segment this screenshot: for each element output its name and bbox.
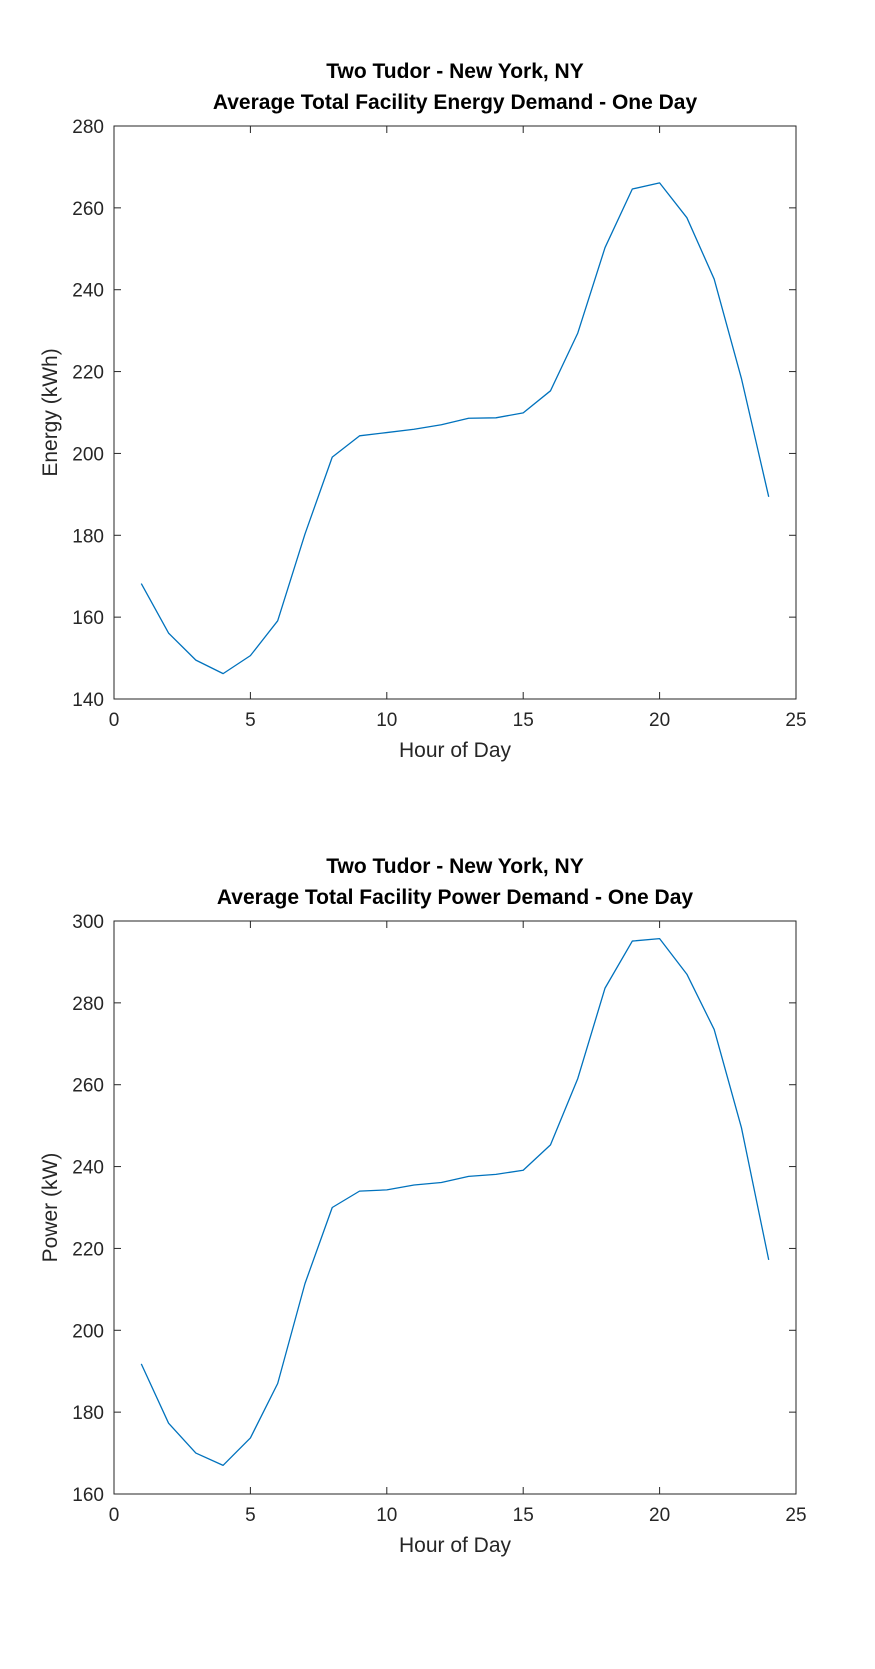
data-point — [521, 411, 525, 415]
y-tick-label: 280 — [72, 994, 104, 1015]
data-point — [248, 654, 252, 658]
y-tick-label: 160 — [72, 1485, 104, 1506]
data-point — [521, 1168, 525, 1172]
y-tick-label: 260 — [72, 199, 104, 220]
data-point — [712, 1027, 716, 1031]
data-point — [739, 377, 743, 381]
x-axis-label: Hour of Day — [399, 739, 512, 762]
data-point — [139, 1362, 143, 1366]
data-point — [685, 972, 689, 976]
chart-title-line: Two Tudor - New York, NY — [326, 60, 583, 83]
data-point — [548, 1143, 552, 1147]
chart-1: Two Tudor - New York, NY Average Total Fa… — [39, 60, 807, 762]
y-tick-label: 200 — [72, 1321, 104, 1342]
chart-title-line: Average Total Facility Energy Demand - O… — [213, 91, 698, 114]
y-tick-label: 240 — [72, 281, 104, 302]
data-point — [494, 416, 498, 420]
series-line — [140, 937, 770, 1466]
x-tick-label: 10 — [376, 1505, 397, 1526]
data-point — [767, 1258, 771, 1262]
data-point — [603, 986, 607, 990]
data-point — [548, 389, 552, 393]
data-point — [330, 1206, 334, 1210]
data-point — [358, 1189, 362, 1193]
data-point — [276, 1381, 280, 1385]
y-tick-label: 200 — [72, 444, 104, 465]
data-point — [221, 672, 225, 676]
data-point — [248, 1436, 252, 1440]
data-point — [712, 277, 716, 281]
y-tick-label: 220 — [72, 363, 104, 384]
data-point — [167, 631, 171, 635]
data-point — [685, 216, 689, 220]
data-point — [603, 246, 607, 250]
data-point — [658, 937, 662, 941]
data-point — [194, 1451, 198, 1455]
chart-2: Two Tudor - New York, NY Average Total Fa… — [39, 855, 807, 1557]
x-tick-label: 20 — [649, 710, 670, 731]
chart-title-line: Average Total Facility Power Demand - On… — [217, 886, 693, 909]
y-axis-label: Energy (kWh) — [39, 348, 62, 476]
data-point — [221, 1463, 225, 1467]
series-line — [140, 182, 770, 675]
x-tick-label: 25 — [785, 710, 806, 731]
data-point — [739, 1126, 743, 1130]
x-tick-label: 0 — [109, 710, 120, 731]
data-point — [385, 431, 389, 435]
data-point — [576, 1077, 580, 1081]
data-point — [630, 187, 634, 191]
chart-title-line: Two Tudor - New York, NY — [326, 855, 583, 878]
y-tick-label: 220 — [72, 1239, 104, 1260]
y-tick-label: 260 — [72, 1076, 104, 1097]
y-axis-label: Power (kW) — [39, 1153, 62, 1263]
data-point — [358, 434, 362, 438]
data-point — [303, 1282, 307, 1286]
data-point — [330, 455, 334, 459]
plot-box — [113, 125, 797, 700]
data-point — [767, 495, 771, 499]
data-point — [303, 532, 307, 536]
y-tick-label: 300 — [72, 912, 104, 933]
y-tick-label: 280 — [72, 117, 104, 138]
data-point — [167, 1421, 171, 1425]
data-point — [385, 1188, 389, 1192]
plot-box — [113, 920, 797, 1495]
data-point — [630, 939, 634, 943]
x-axis-label: Hour of Day — [399, 1534, 512, 1557]
data-point — [412, 1183, 416, 1187]
x-tick-label: 25 — [785, 1505, 806, 1526]
x-tick-label: 15 — [513, 710, 534, 731]
data-point — [439, 423, 443, 427]
y-tick-label: 160 — [72, 608, 104, 629]
x-tick-label: 20 — [649, 1505, 670, 1526]
data-point — [139, 582, 143, 586]
data-point — [439, 1181, 443, 1185]
x-tick-label: 5 — [245, 1505, 256, 1526]
data-point — [467, 416, 471, 420]
data-point — [412, 427, 416, 431]
x-tick-label: 0 — [109, 1505, 120, 1526]
y-tick-label: 180 — [72, 526, 104, 547]
y-tick-label: 240 — [72, 1158, 104, 1179]
data-point — [494, 1172, 498, 1176]
y-tick-label: 180 — [72, 1403, 104, 1424]
data-point — [658, 181, 662, 185]
x-tick-label: 5 — [245, 710, 256, 731]
x-tick-label: 15 — [513, 1505, 534, 1526]
data-point — [576, 331, 580, 335]
y-tick-label: 140 — [72, 690, 104, 711]
x-tick-label: 10 — [376, 710, 397, 731]
data-point — [276, 619, 280, 623]
data-point — [194, 658, 198, 662]
data-point — [467, 1174, 471, 1178]
